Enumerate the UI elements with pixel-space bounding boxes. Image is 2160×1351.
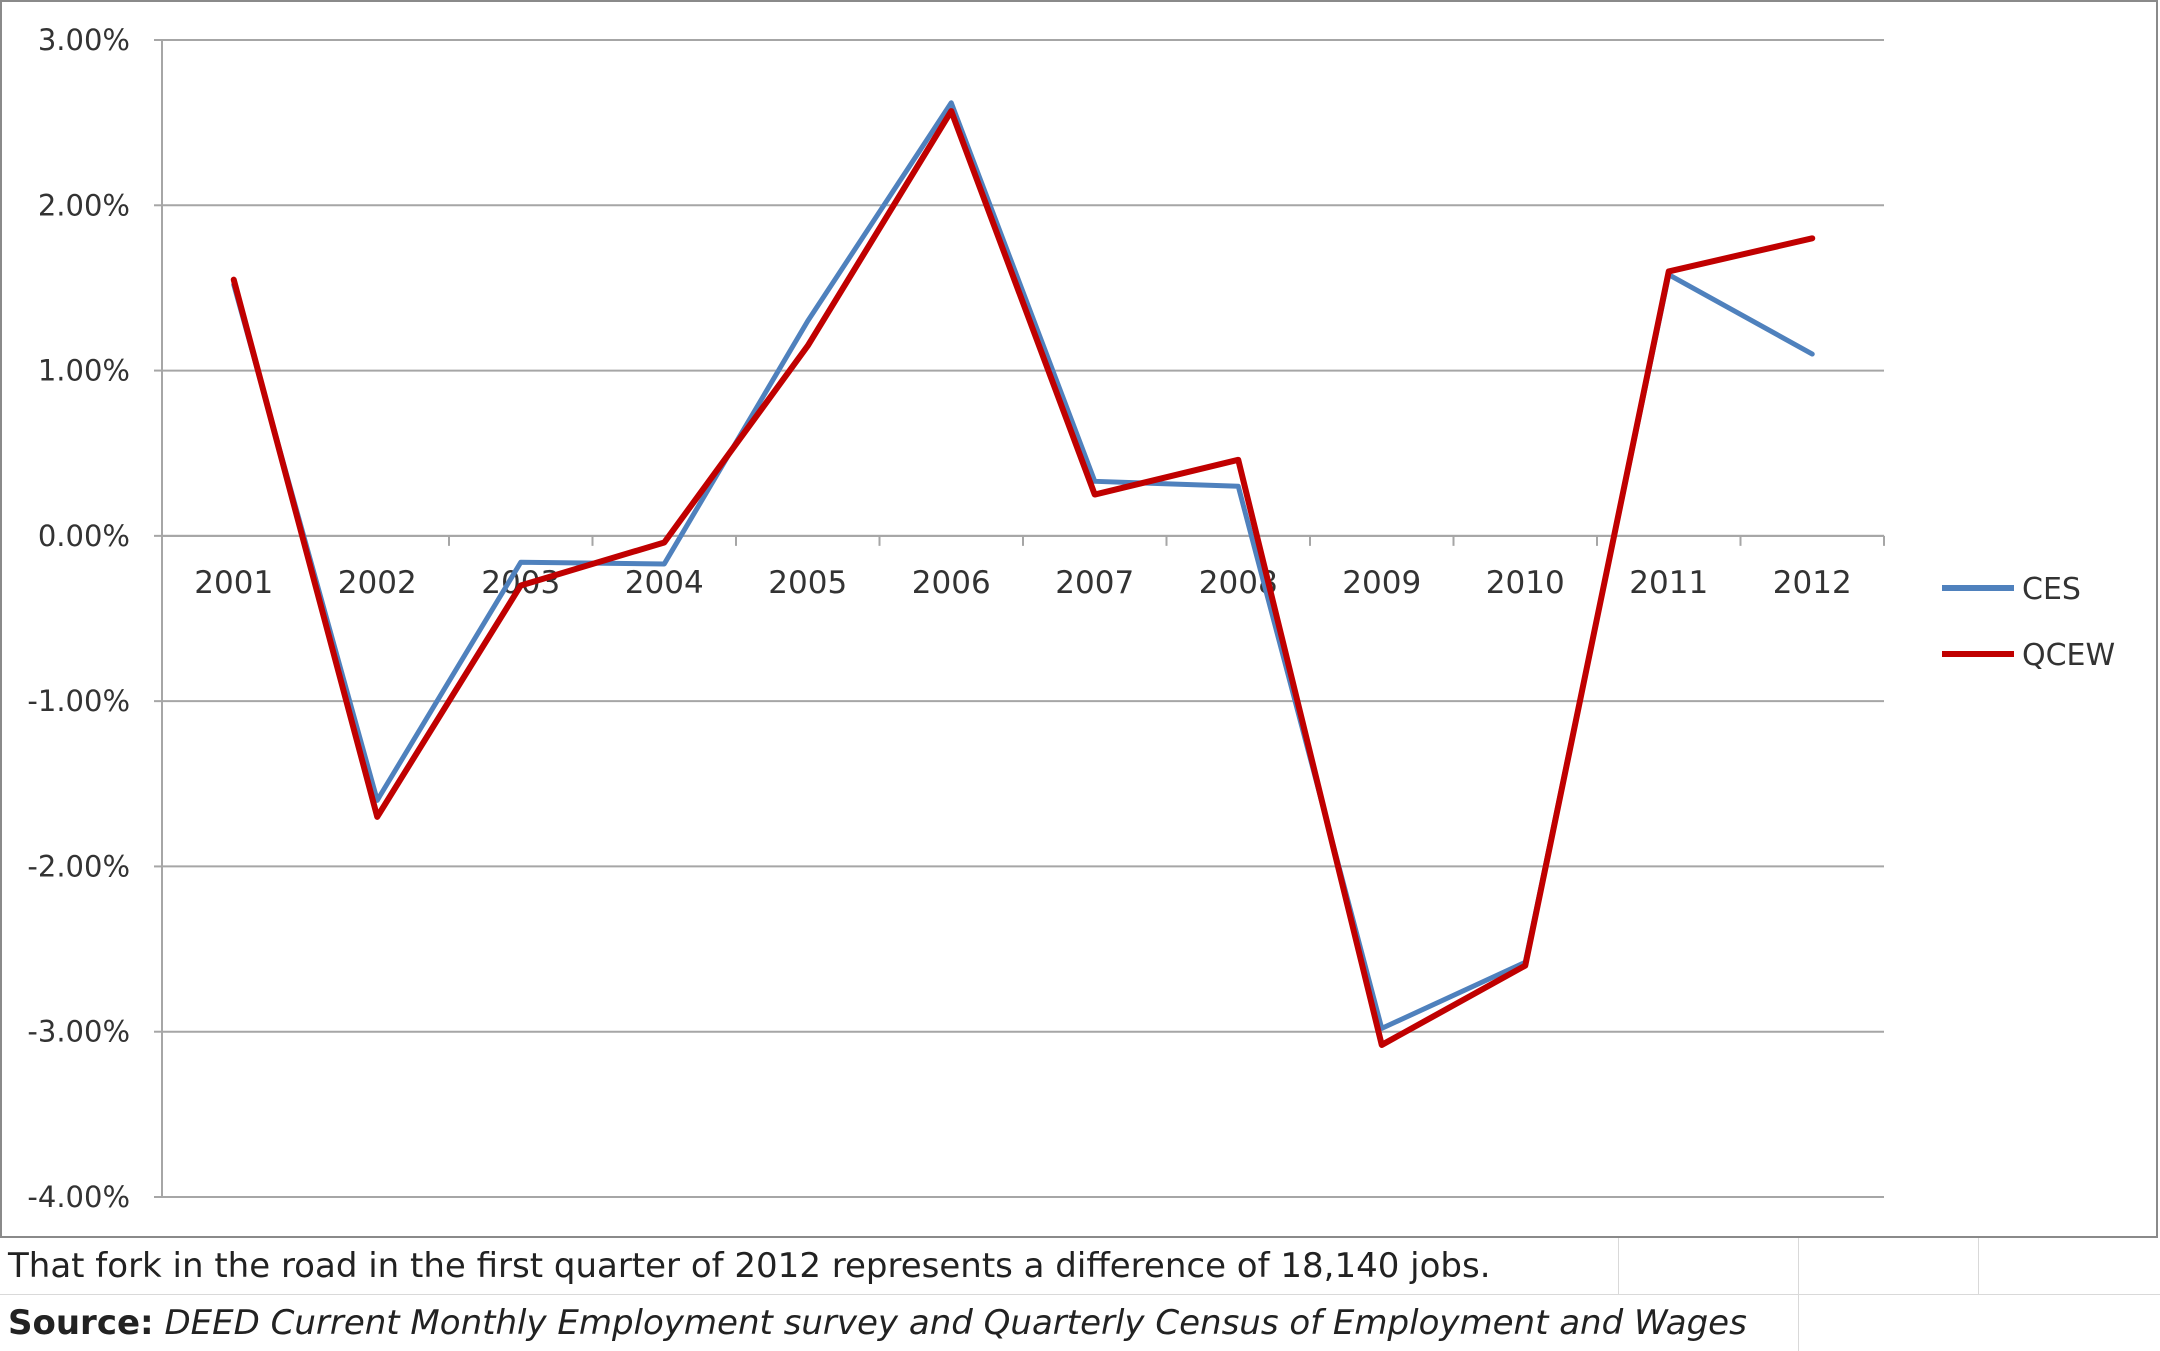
data-point-qcew <box>1811 237 1813 239</box>
y-tick-label: -2.00% <box>27 849 130 883</box>
y-tick-label: -4.00% <box>27 1180 130 1214</box>
y-tick-label: 1.00% <box>38 354 130 388</box>
data-point-ces <box>376 799 378 801</box>
data-point-qcew <box>1668 270 1670 272</box>
y-tick-label: 2.00% <box>38 188 130 222</box>
data-point-qcew <box>376 816 378 818</box>
data-point-ces <box>1811 353 1813 355</box>
source-note: Source: DEED Current Monthly Employment … <box>8 1303 1747 1343</box>
legend-label-ces: CES <box>2022 572 2081 607</box>
source-label: Source: <box>8 1303 154 1343</box>
x-tick-label: 2004 <box>625 565 704 601</box>
y-tick-label: 3.00% <box>38 23 130 57</box>
data-point-qcew <box>663 541 665 543</box>
x-tick-label: 2012 <box>1773 565 1852 601</box>
data-point-ces <box>807 320 809 322</box>
chart-caption: That fork in the road in the first quart… <box>8 1246 1491 1286</box>
data-point-ces <box>1381 1027 1383 1029</box>
line-chart: 3.00% 2.00% 1.00% 0.00% -1.00% -2.00% -3.00% -4… <box>27 23 2115 1214</box>
data-point-ces <box>663 563 665 565</box>
y-tick-label: 0.00% <box>38 519 130 553</box>
source-body: DEED Current Monthly Employment survey a… <box>153 1303 1747 1343</box>
data-point-qcew <box>520 584 522 586</box>
data-point-qcew <box>1381 1044 1383 1046</box>
series-line-qcew <box>230 108 1816 1048</box>
data-point-qcew <box>1237 459 1239 461</box>
data-point-ces <box>1237 485 1239 487</box>
data-point-qcew <box>1524 965 1526 967</box>
x-tick-label: 2005 <box>768 565 847 601</box>
legend-label-qcew: QCEW <box>2022 638 2115 673</box>
data-point-qcew <box>807 345 809 347</box>
y-tick-label: -1.00% <box>27 684 130 718</box>
x-tick-label: 2006 <box>912 565 991 601</box>
source-row: Source: DEED Current Monthly Employment … <box>0 1295 2160 1351</box>
caption-row: That fork in the road in the first quart… <box>0 1238 2160 1295</box>
series-line-ces <box>231 100 1815 1031</box>
data-point-qcew <box>950 110 952 112</box>
data-point-qcew <box>1094 494 1096 496</box>
x-tick-label: 2001 <box>194 565 273 601</box>
data-point-qcew <box>233 279 235 281</box>
y-tick-label: -3.00% <box>27 1015 130 1049</box>
data-point-ces <box>1094 480 1096 482</box>
data-point-ces <box>950 102 952 104</box>
x-tick-label: 2007 <box>1055 565 1134 601</box>
x-tick-label: 2010 <box>1486 565 1565 601</box>
data-point-ces <box>520 561 522 563</box>
x-tick-label: 2009 <box>1342 565 1421 601</box>
x-tick-label: 2002 <box>338 565 417 601</box>
x-tick-label: 2011 <box>1629 565 1708 601</box>
